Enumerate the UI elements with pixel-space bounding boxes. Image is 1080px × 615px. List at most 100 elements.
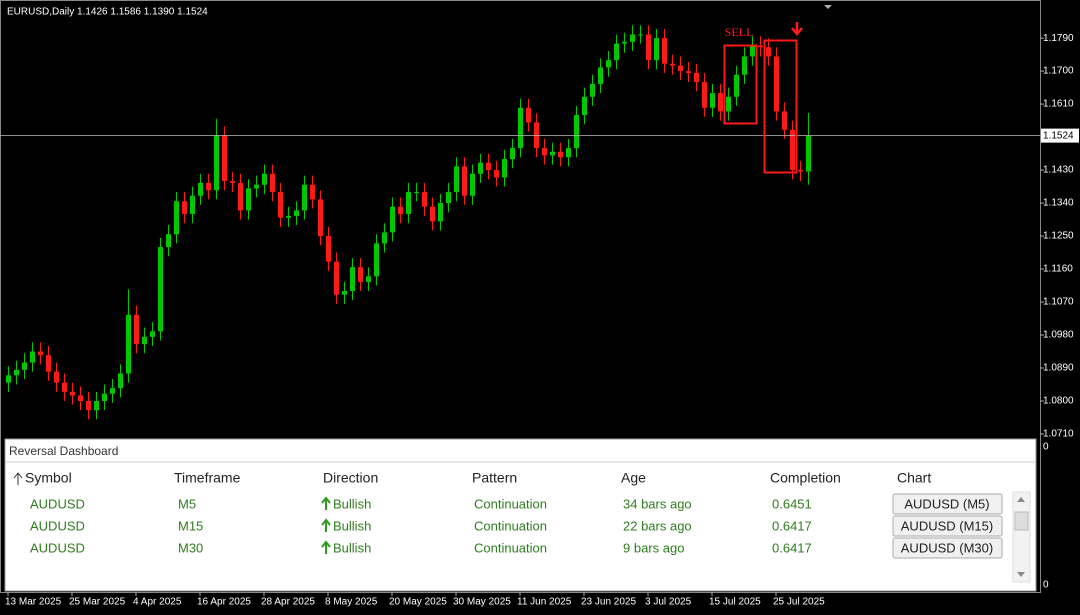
subwindow-scale: 0 — [1043, 580, 1049, 591]
candle-body — [38, 351, 43, 356]
button-face[interactable] — [892, 537, 1003, 559]
candle-body — [750, 45, 755, 57]
dashboard: Reversal Dashboard Symbol Timeframe Direct… — [4, 438, 1037, 592]
candle-body — [310, 184, 315, 200]
chart-title: EURUSD,Daily 1.1426 1.1586 1.1390 1.1524 — [7, 7, 208, 18]
y-tick-label: 1.1340 — [1043, 198, 1074, 209]
cell: 22 bars ago — [623, 518, 692, 533]
candle-body — [302, 184, 307, 211]
candle-body — [774, 56, 779, 112]
cell: AUDUSD — [30, 518, 85, 533]
candle-body — [566, 148, 571, 158]
candle-body — [470, 173, 475, 196]
cell: 0.6417 — [772, 540, 812, 555]
candle-body — [622, 41, 627, 44]
y-tick-label: 1.1790 — [1043, 33, 1074, 44]
candle-body — [198, 182, 203, 196]
candle-body — [526, 107, 531, 123]
button-face[interactable] — [892, 493, 1003, 515]
candle-body — [798, 170, 803, 172]
cell: Continuation — [474, 496, 547, 511]
candle-body — [710, 93, 715, 108]
dashboard-title: Reversal Dashboard — [9, 444, 118, 458]
candle-body — [54, 371, 59, 383]
button-label[interactable]: AUDUSD (M30) — [901, 540, 993, 555]
candle-body — [406, 192, 411, 215]
cell: Continuation — [474, 540, 547, 555]
x-tick-label: 8 May 2025 — [325, 597, 378, 608]
candle-body — [230, 181, 235, 183]
candle-body — [718, 93, 723, 112]
candle-body — [486, 162, 491, 171]
candle-body — [222, 135, 227, 182]
column-header[interactable]: Completion — [770, 470, 841, 486]
candle-body — [158, 247, 163, 332]
candle-body — [318, 199, 323, 237]
cell: Bullish — [333, 540, 371, 555]
candle-body — [358, 267, 363, 282]
candle-body — [398, 206, 403, 215]
scroll-thumb[interactable] — [1014, 511, 1029, 531]
candle-body — [78, 395, 83, 401]
button-label[interactable]: AUDUSD (M15) — [901, 518, 993, 533]
direction-arrow — [321, 540, 331, 554]
candle-body — [174, 201, 179, 235]
cell: 0.6417 — [772, 518, 812, 533]
candle-body — [238, 182, 243, 211]
candle-body — [278, 192, 283, 218]
y-tick-label: 1.1430 — [1043, 165, 1074, 176]
column-header[interactable]: Chart — [897, 470, 931, 486]
x-tick-label: 16 Apr 2025 — [197, 597, 251, 608]
candle-body — [134, 314, 139, 345]
x-tick-label: 25 Jul 2025 — [773, 597, 825, 608]
chart-button[interactable]: AUDUSD (M5) — [892, 493, 1003, 515]
candle-body — [734, 74, 739, 97]
column-header[interactable]: Symbol — [25, 470, 72, 486]
candle-body — [582, 96, 587, 116]
candle-body — [478, 162, 483, 174]
cell: AUDUSD — [30, 540, 85, 555]
scrollbar[interactable] — [1012, 491, 1031, 583]
candle-body — [382, 232, 387, 244]
dashboard-panel — [4, 438, 1037, 592]
candle-body — [654, 38, 659, 61]
x-tick-label: 23 Jun 2025 — [581, 597, 636, 608]
candle-body — [166, 234, 171, 248]
button-label[interactable]: AUDUSD (M5) — [904, 496, 989, 511]
candle-body — [694, 72, 699, 83]
candle-body — [86, 400, 91, 411]
candle-body — [782, 111, 787, 130]
candle-body — [366, 276, 371, 282]
chart-button[interactable]: AUDUSD (M15) — [892, 515, 1003, 537]
chart-button[interactable]: AUDUSD (M30) — [892, 537, 1003, 559]
button-face[interactable] — [892, 515, 1003, 537]
y-tick-label: 1.0890 — [1043, 363, 1074, 374]
column-header[interactable]: Pattern — [472, 470, 517, 486]
candle-body — [182, 201, 187, 215]
column-header[interactable]: Direction — [323, 470, 378, 486]
x-tick-label: 11 Jun 2025 — [517, 597, 572, 608]
candle-body — [70, 391, 75, 396]
candle-body — [390, 206, 395, 233]
pattern-box — [723, 44, 758, 125]
y-tick-label: 1.1610 — [1043, 99, 1074, 110]
candle-body — [286, 215, 291, 218]
x-tick-label: 25 Mar 2025 — [69, 597, 126, 608]
column-header[interactable]: Timeframe — [174, 470, 241, 486]
candle-body — [62, 382, 67, 392]
current-price-box — [1041, 128, 1079, 143]
x-tick-label: 4 Apr 2025 — [133, 597, 182, 608]
direction-arrow — [321, 496, 331, 510]
candle-body — [102, 393, 107, 401]
column-header[interactable]: Age — [621, 470, 646, 486]
candle-body — [638, 34, 643, 36]
candle-body — [806, 135, 811, 172]
candle-body — [542, 148, 547, 156]
shift-marker — [824, 5, 832, 9]
cell: Continuation — [474, 518, 547, 533]
y-tick-label: 1.1250 — [1043, 231, 1074, 242]
cell: M15 — [178, 518, 203, 533]
candle-body — [534, 122, 539, 149]
candle-body — [150, 331, 155, 337]
cell: Bullish — [333, 518, 371, 533]
